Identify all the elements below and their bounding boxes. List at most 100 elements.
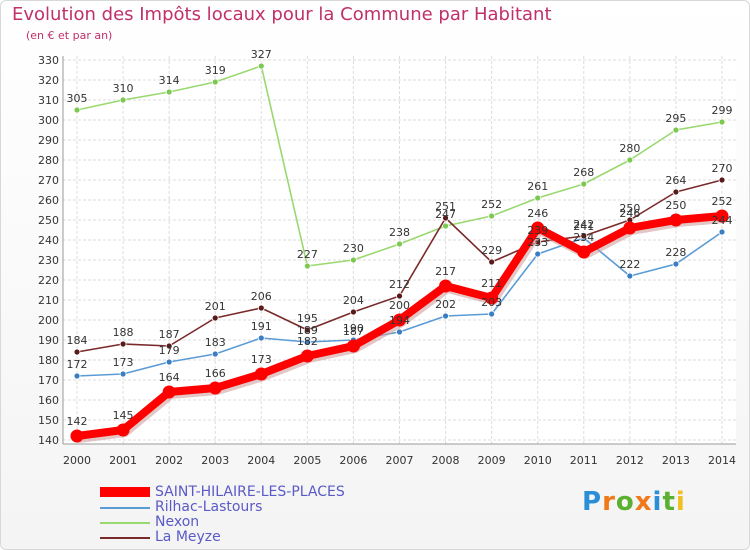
y-tick-label: 290	[38, 134, 59, 147]
data-point-la-meyze	[442, 214, 449, 222]
logo-letter: t	[662, 487, 676, 517]
x-tick-label: 2004	[247, 454, 275, 467]
data-label-nexon: 238	[389, 226, 410, 239]
data-point-saint-hilaire-les-places	[162, 385, 176, 399]
data-point-rilhac-lastours	[442, 312, 449, 320]
data-label-rilhac-lastours: 191	[251, 320, 272, 333]
y-tick-label: 330	[38, 54, 59, 67]
data-label-la-meyze: 242	[573, 218, 594, 231]
data-label-rilhac-lastours: 228	[665, 246, 686, 259]
legend-label-nexon: Nexon	[155, 514, 200, 530]
data-label-nexon: 268	[573, 166, 594, 179]
data-point-rilhac-lastours	[303, 338, 311, 346]
data-label-la-meyze: 239	[527, 224, 548, 237]
data-label-rilhac-lastours: 183	[205, 336, 226, 349]
y-tick-label: 160	[38, 394, 59, 407]
y-tick-label: 300	[38, 114, 59, 127]
y-tick-label: 180	[38, 354, 59, 367]
proxiti-logo: Proxiti	[582, 487, 686, 517]
data-label-nexon: 280	[619, 142, 640, 155]
y-tick-label: 260	[38, 194, 59, 207]
chart-title: Evolution des Impôts locaux pour la Comm…	[12, 4, 552, 25]
data-label-saint-hilaire-les-places: 173	[251, 353, 272, 366]
data-point-saint-hilaire-les-places	[70, 429, 84, 443]
data-point-rilhac-lastours	[672, 260, 680, 268]
data-label-la-meyze: 264	[665, 174, 686, 187]
data-point-la-meyze	[303, 326, 311, 334]
x-tick-label: 2011	[570, 454, 598, 467]
data-label-nexon: 299	[712, 104, 733, 117]
data-point-rilhac-lastours	[396, 328, 403, 336]
data-label-nexon: 319	[205, 64, 226, 77]
data-label-saint-hilaire-les-places: 182	[297, 335, 318, 348]
data-point-nexon	[488, 212, 496, 220]
data-point-la-meyze	[211, 314, 219, 322]
data-label-saint-hilaire-les-places: 164	[159, 371, 180, 384]
x-tick-label: 2000	[63, 454, 91, 467]
chart-subtitle: (en € et par an)	[26, 29, 113, 42]
data-label-saint-hilaire-les-places: 187	[343, 325, 364, 338]
x-tick-label: 2009	[478, 454, 506, 467]
y-tick-label: 190	[38, 334, 59, 347]
data-label-nexon: 230	[343, 242, 364, 255]
y-tick-label: 210	[38, 294, 59, 307]
data-label-la-meyze: 201	[205, 300, 226, 313]
data-point-la-meyze	[350, 308, 357, 316]
data-point-nexon	[303, 262, 311, 270]
data-point-rilhac-lastours	[534, 250, 542, 258]
data-point-saint-hilaire-les-places	[531, 221, 545, 235]
data-label-saint-hilaire-les-places: 166	[205, 367, 226, 380]
y-tick-label: 310	[38, 94, 59, 107]
y-tick-label: 200	[38, 314, 59, 327]
data-point-nexon	[396, 240, 403, 248]
data-point-nexon	[580, 180, 588, 188]
data-point-saint-hilaire-les-places	[393, 313, 406, 327]
data-point-nexon	[73, 106, 81, 114]
data-label-la-meyze: 187	[159, 328, 180, 341]
data-label-saint-hilaire-les-places: 252	[712, 195, 733, 208]
data-point-rilhac-lastours	[73, 372, 81, 380]
data-label-nexon: 295	[665, 112, 686, 125]
y-tick-label: 230	[38, 254, 59, 267]
data-label-la-meyze: 204	[343, 294, 364, 307]
data-label-la-meyze: 195	[297, 312, 318, 325]
x-tick-label: 2007	[386, 454, 414, 467]
x-tick-label: 2014	[708, 454, 736, 467]
data-label-saint-hilaire-les-places: 217	[435, 265, 456, 278]
grid-layer	[63, 56, 736, 444]
data-label-nexon: 247	[435, 208, 456, 221]
data-point-la-meyze	[718, 176, 726, 184]
data-label-la-meyze: 188	[113, 326, 134, 339]
data-point-rilhac-lastours	[211, 350, 219, 358]
data-label-saint-hilaire-les-places: 246	[527, 207, 548, 220]
data-point-rilhac-lastours	[165, 358, 173, 366]
x-tick-label: 2002	[155, 454, 183, 467]
data-label-la-meyze: 270	[712, 162, 733, 175]
data-point-la-meyze	[165, 342, 173, 350]
x-tick-label: 2013	[662, 454, 690, 467]
data-label-rilhac-lastours: 172	[67, 358, 88, 371]
legend-swatch-rilhac	[100, 507, 150, 509]
data-label-la-meyze: 184	[67, 334, 88, 347]
data-label-la-meyze: 250	[619, 202, 640, 215]
logo-letter: i	[652, 487, 663, 517]
x-tick-label: 2006	[339, 454, 367, 467]
y-tick-label: 270	[38, 174, 59, 187]
data-point-saint-hilaire-les-places	[715, 209, 729, 223]
plot-area	[63, 56, 736, 444]
data-point-saint-hilaire-les-places	[116, 423, 130, 437]
data-point-la-meyze	[119, 340, 127, 348]
data-label-layer: 172 173 179 183 191 189 190 194 202 203 233 241 222 2…	[67, 48, 733, 428]
data-point-saint-hilaire-les-places	[669, 213, 683, 227]
x-tick-label: 2003	[201, 454, 229, 467]
logo-letter: i	[675, 487, 686, 517]
data-label-nexon: 327	[251, 48, 272, 61]
data-label-rilhac-lastours: 194	[389, 314, 410, 327]
data-label-nexon: 310	[113, 82, 134, 95]
x-tick-label: 2001	[109, 454, 137, 467]
data-label-la-meyze: 251	[435, 200, 456, 213]
data-label-saint-hilaire-les-places: 234	[573, 231, 594, 244]
data-label-nexon: 261	[527, 180, 548, 193]
data-point-saint-hilaire-les-places	[254, 367, 268, 381]
data-point-saint-hilaire-les-places	[346, 339, 360, 353]
